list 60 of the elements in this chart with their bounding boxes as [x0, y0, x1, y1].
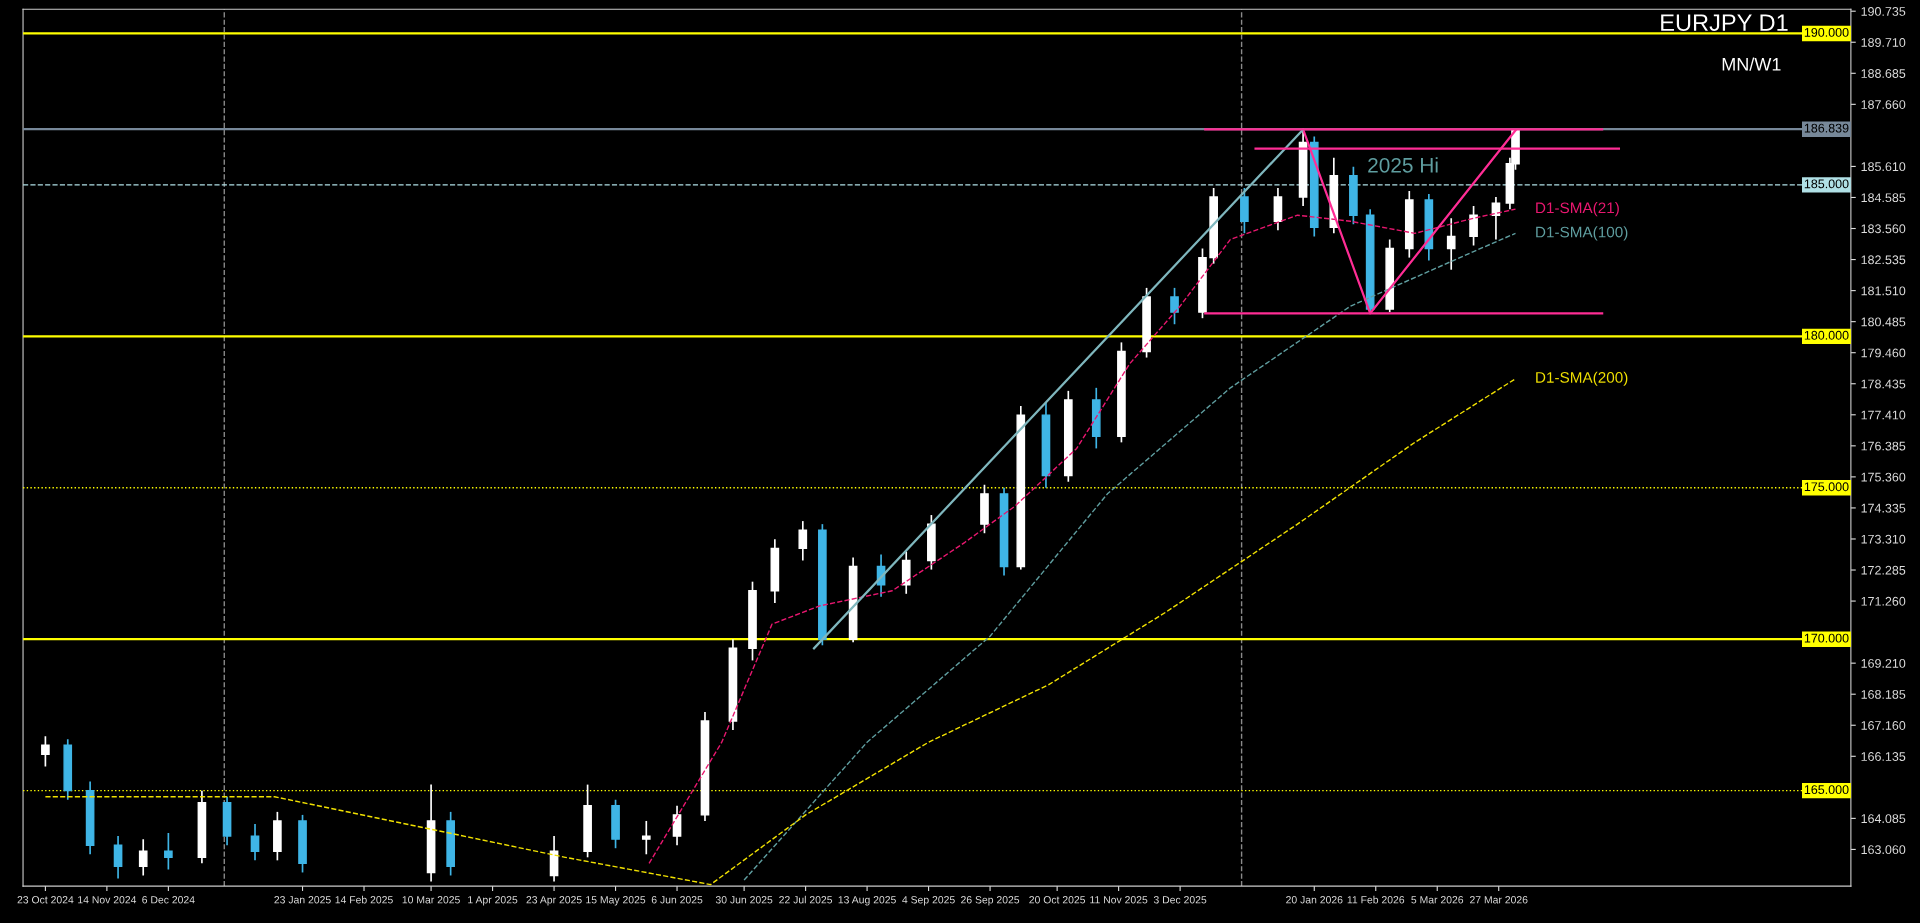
- y-tick-label: 181.510: [1861, 286, 1906, 296]
- x-tick-label: 20 Jan 2026: [1286, 896, 1343, 904]
- y-tick-label: 177.410: [1861, 410, 1906, 420]
- x-tick-label: 22 Jul 2025: [779, 895, 833, 904]
- y-tick-label: 167.160: [1861, 721, 1906, 730]
- x-tick-label: 13 Aug 2025: [838, 896, 896, 906]
- ref-line-label: 165.000: [1804, 785, 1849, 795]
- chart-title: EURJPY D1: [1661, 14, 1788, 31]
- y-tick-label: 169.210: [1861, 658, 1906, 668]
- y-tick-label: 171.260: [1861, 596, 1906, 606]
- ref-line-label: 186.839: [1804, 123, 1849, 133]
- x-tick-label: 5 Mar 2026: [1411, 896, 1464, 904]
- x-tick-label: 27 Mar 2026: [1470, 896, 1528, 904]
- x-tick-label: 30 Jun 2025: [715, 896, 773, 904]
- y-tick-label: 172.285: [1861, 565, 1906, 575]
- y-tick-label: 184.585: [1861, 193, 1906, 203]
- y-tick-label: 183.560: [1861, 224, 1906, 234]
- y-tick-label: 163.060: [1861, 845, 1906, 855]
- y-tick-label: 187.660: [1861, 100, 1906, 109]
- y-tick-label: 164.085: [1861, 814, 1906, 824]
- y-tick-label: 185.610: [1861, 162, 1906, 172]
- x-tick-label: 26 Sep 2025: [961, 896, 1020, 906]
- ref-line-label: 170.000: [1804, 633, 1849, 643]
- annotation: 2025 Hi: [1368, 157, 1438, 173]
- x-tick-label: 4 Sep 2025: [902, 896, 955, 906]
- x-tick-label: 23 Apr 2025: [526, 896, 582, 906]
- ref-line-label: 175.000: [1804, 482, 1849, 492]
- y-tick-label: 188.685: [1861, 69, 1906, 78]
- x-tick-label: 10 Mar 2025: [402, 896, 460, 904]
- y-tick-label: 166.135: [1861, 752, 1906, 761]
- ref-line-label: 190.000: [1804, 27, 1849, 37]
- y-tick-label: 173.310: [1861, 534, 1906, 544]
- y-tick-label: 189.710: [1861, 38, 1906, 47]
- y-tick-label: 182.535: [1861, 255, 1906, 265]
- x-tick-label: 20 Oct 2025: [1029, 896, 1086, 904]
- x-tick-label: 6 Jun 2025: [651, 896, 703, 904]
- y-tick-label: 190.735: [1861, 7, 1906, 16]
- x-tick-label: 23 Oct 2024: [17, 896, 74, 904]
- y-tick-label: 168.185: [1861, 690, 1906, 699]
- x-tick-label: 14 Feb 2025: [335, 895, 393, 904]
- y-tick-label: 179.460: [1861, 348, 1906, 358]
- y-tick-label: 176.385: [1861, 441, 1906, 451]
- x-tick-label: 6 Dec 2024: [142, 896, 195, 904]
- series-label: D1-SMA(200): [1536, 371, 1628, 386]
- text: MN/W1: [1722, 57, 1781, 71]
- x-tick-label: 3 Dec 2025: [1153, 896, 1207, 904]
- y-tick-label: 178.435: [1861, 379, 1906, 389]
- series-label: D1-SMA(100): [1536, 226, 1628, 241]
- x-tick-label: 11 Nov 2025: [1090, 896, 1148, 904]
- series-label: D1-SMA(21): [1536, 202, 1619, 217]
- x-tick-label: 23 Jan 2025: [274, 896, 331, 904]
- y-tick-label: 175.360: [1861, 472, 1906, 482]
- x-tick-label: 14 Nov 2024: [78, 896, 137, 904]
- y-tick-label: 174.335: [1861, 503, 1906, 513]
- x-tick-label: 1 Apr 2025: [468, 896, 518, 906]
- y-tick-label: 180.485: [1861, 317, 1906, 327]
- x-tick-label: 15 May 2025: [586, 896, 646, 906]
- ref-line-label: 185.000: [1804, 179, 1849, 189]
- ref-line-label: 180.000: [1804, 330, 1849, 340]
- x-tick-label: 11 Feb 2026: [1347, 895, 1405, 904]
